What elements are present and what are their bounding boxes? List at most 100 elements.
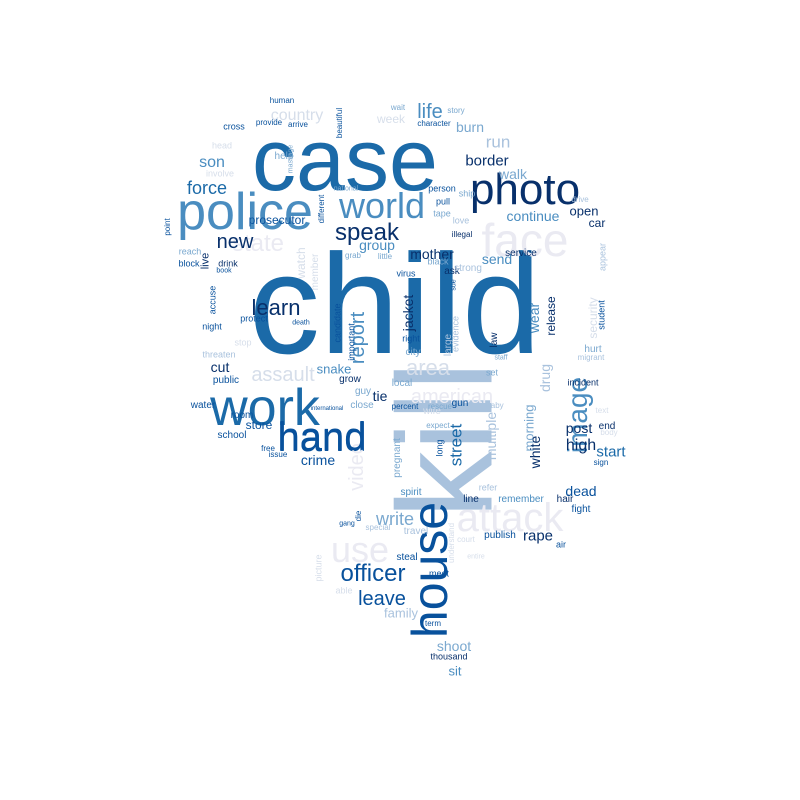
- word-illegal: illegal: [451, 230, 473, 239]
- word-use: use: [330, 529, 390, 570]
- word-large: large: [443, 333, 454, 357]
- word-world: world: [338, 185, 426, 226]
- word-attack: attack: [456, 496, 564, 540]
- word-ship: ship: [458, 188, 476, 199]
- word-guy: guy: [354, 386, 372, 397]
- word-post: post: [565, 420, 593, 436]
- word-court: court: [457, 535, 475, 544]
- word-person: person: [428, 183, 456, 194]
- word-appear: appear: [597, 242, 608, 272]
- word-hurt: hurt: [584, 344, 602, 355]
- word-important: important: [346, 323, 357, 361]
- word-force: force: [186, 178, 228, 198]
- word-american: american: [410, 386, 494, 408]
- word-border: border: [465, 152, 509, 170]
- word-room: room: [230, 410, 254, 421]
- word-meet: meet: [428, 568, 450, 579]
- word-child: child: [248, 225, 542, 384]
- word-area: area: [405, 355, 451, 380]
- word-release: release: [544, 296, 558, 336]
- word-sign: sign: [593, 458, 609, 467]
- word-free: free: [261, 444, 275, 453]
- word-publish: publish: [484, 530, 516, 541]
- word-speak: speak: [334, 219, 400, 246]
- word-protect: protect: [240, 313, 268, 324]
- word-watch: watch: [294, 247, 308, 279]
- word-text: text: [595, 406, 609, 415]
- word-law: law: [489, 332, 500, 348]
- word-refer: refer: [478, 482, 498, 493]
- word-little: little: [377, 252, 393, 261]
- word-term: term: [425, 619, 441, 628]
- word-provide: provide: [255, 118, 283, 127]
- word-leave: leave: [358, 588, 406, 610]
- word-accuse: accuse: [207, 285, 218, 315]
- word-photo: photo: [469, 165, 581, 214]
- word-issue: issue: [268, 450, 288, 459]
- word-story: story: [447, 106, 465, 115]
- word-book: book: [216, 267, 232, 275]
- word-drive: drive: [571, 195, 589, 204]
- word-life: life: [417, 101, 443, 123]
- word-pull: pull: [435, 196, 451, 207]
- word-run: run: [485, 132, 511, 152]
- word-dead: dead: [565, 483, 597, 499]
- word-beautiful: beautiful: [335, 107, 344, 139]
- word-work: work: [210, 379, 320, 437]
- word-hand: hand: [277, 416, 367, 460]
- word-group: group: [359, 237, 395, 253]
- word-arrive: arrive: [287, 120, 309, 129]
- word-drink: drink: [218, 258, 238, 269]
- word-expect: expect: [426, 421, 450, 430]
- word-point: point: [163, 218, 172, 236]
- word-member: member: [310, 253, 321, 291]
- word-gang: gang: [339, 520, 355, 528]
- word-massage: massage: [287, 144, 295, 174]
- word-water: water: [190, 400, 216, 411]
- word-virus: virus: [396, 268, 416, 279]
- word-student: student: [596, 300, 607, 330]
- word-public: public: [212, 375, 240, 386]
- word-street: street: [446, 423, 466, 467]
- word-travel: travel: [403, 526, 429, 537]
- word-international: international: [310, 406, 344, 412]
- word-die: die: [354, 510, 363, 522]
- word-different: different: [317, 194, 326, 224]
- word-incident: incident: [567, 377, 599, 388]
- word-remember: remember: [498, 494, 544, 505]
- word-prosecutor: prosecutor: [248, 213, 306, 227]
- word-continue: continue: [506, 208, 560, 224]
- word-line: line: [463, 494, 479, 505]
- word-death: death: [292, 319, 310, 327]
- word-walk: walk: [498, 166, 528, 182]
- word-jacket: jacket: [400, 294, 416, 332]
- word-staff: staff: [494, 354, 508, 362]
- word-tie: tie: [372, 388, 388, 404]
- word-mother: mother: [410, 246, 454, 262]
- word-block: block: [178, 258, 200, 269]
- word-local: local: [391, 378, 413, 389]
- word-wife: wife: [423, 406, 441, 417]
- word-love: love: [452, 215, 470, 226]
- word-national: national: [333, 185, 359, 193]
- word-start: start: [596, 443, 626, 461]
- word-fight: fight: [571, 504, 591, 515]
- word-right: right: [402, 333, 420, 344]
- word-car: car: [588, 216, 606, 230]
- word-open: open: [569, 203, 599, 219]
- word-rescue: rescue: [427, 402, 453, 411]
- word-hair: hair: [556, 494, 574, 505]
- word-migrant: migrant: [577, 353, 605, 362]
- word-shoot: shoot: [436, 638, 472, 654]
- word-able: able: [335, 585, 353, 596]
- word-officer: officer: [340, 560, 406, 587]
- word-body: body: [600, 428, 618, 437]
- word-send: send: [481, 251, 513, 267]
- word-multiple: multiple: [483, 411, 499, 461]
- word-drug: drug: [537, 363, 553, 393]
- word-tape: tape: [433, 208, 451, 219]
- word-special: special: [365, 523, 391, 532]
- word-picture: picture: [313, 554, 324, 582]
- word-close: close: [350, 400, 374, 411]
